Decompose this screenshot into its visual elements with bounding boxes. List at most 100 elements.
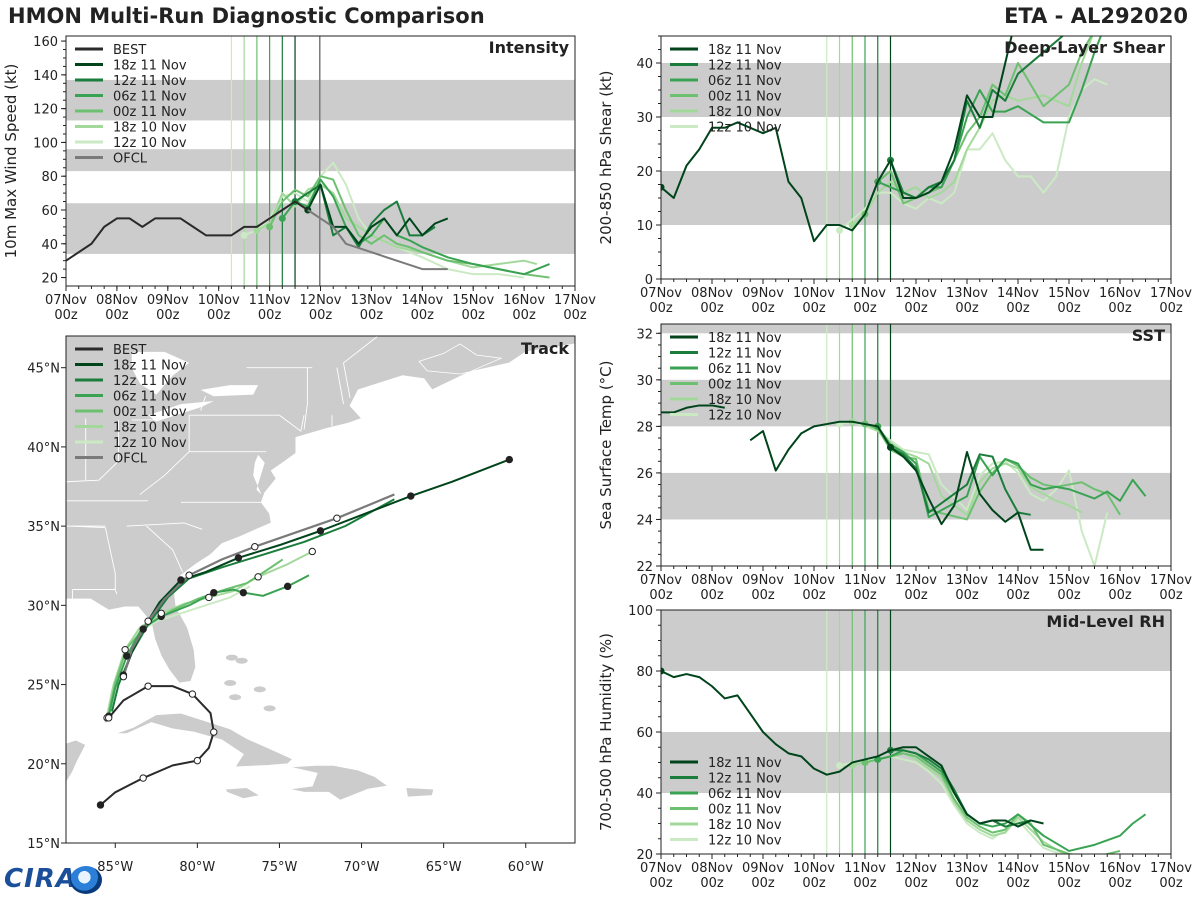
series-line-18z-10-Nov — [851, 36, 1094, 226]
legend-label: 12z 11 Nov — [113, 74, 187, 89]
x-tick-label: 14Nov — [997, 286, 1039, 301]
x-tick-label: 17Nov — [1150, 286, 1192, 301]
x-tick-sublabel: 00z — [1108, 588, 1132, 603]
y-tick-label: 160 — [33, 35, 58, 50]
land-north-america — [66, 336, 575, 684]
x-tick-sublabel: 00z — [853, 876, 877, 891]
x-tick-sublabel: 00z — [802, 301, 826, 316]
legend-label: 00z 11 Nov — [113, 105, 187, 120]
y-axis-label: Sea Surface Temp (°C) — [597, 360, 615, 529]
best-point — [210, 728, 218, 736]
x-tick-sublabel: 00z — [462, 308, 486, 323]
track-line-06z-11-Nov — [107, 574, 310, 717]
shaded-band — [661, 324, 1171, 334]
ofcl-point — [333, 514, 341, 522]
x-tick-sublabel: 00z — [309, 308, 333, 323]
x-tick-label: 15Nov — [1048, 286, 1090, 301]
panel-track: 15°N 20°N 25°N 30°N 35°N 40°N 45°N 85°W 80°W 75°W… — [27, 335, 576, 875]
cira-logo: CIRA — [4, 864, 77, 894]
panel-title: Track — [521, 339, 569, 358]
legend-label: 18z 10 Nov — [708, 818, 782, 833]
legend-label: 06z 11 Nov — [113, 90, 187, 105]
x-tick-label: 09Nov — [742, 573, 784, 588]
x-tick-sublabel: 00z — [700, 301, 724, 316]
panel-intensity: 2040608010012014016007Nov00z08Nov00z09No… — [2, 35, 596, 323]
land-bahamas — [225, 654, 238, 661]
y-axis-label: 10m Max Wind Speed (kt) — [2, 64, 20, 259]
x-tick-sublabel: 00z — [1159, 876, 1183, 891]
x-tick-label: 15Nov — [1048, 573, 1090, 588]
init-point — [836, 762, 843, 770]
shaded-band — [661, 63, 1171, 117]
x-tick-sublabel: 00z — [904, 876, 928, 891]
legend-label: 12z 11 Nov — [708, 59, 782, 74]
figure-title: HMON Multi-Run Diagnostic Comparison — [8, 4, 485, 28]
land-yucatan — [66, 739, 87, 784]
state-border — [139, 415, 190, 495]
state-border — [189, 414, 305, 432]
state-border — [146, 525, 183, 573]
y-tick-label: 80 — [636, 665, 653, 680]
x-tick-sublabel: 00z — [649, 588, 673, 603]
track-point — [234, 554, 243, 562]
x-tick-sublabel: 00z — [700, 588, 724, 603]
y-tick-label: 140 — [33, 69, 58, 84]
x-tick-sublabel: 00z — [649, 301, 673, 316]
x-tick-sublabel: 00z — [904, 588, 928, 603]
x-tick-sublabel: 00z — [955, 876, 979, 891]
state-border — [342, 336, 379, 398]
land-hispaniola — [289, 764, 389, 801]
track-point — [157, 609, 165, 617]
legend-label: 12z 10 Nov — [113, 136, 187, 151]
x-tick-label: 17Nov — [1150, 861, 1192, 876]
shaded-band — [661, 610, 1171, 671]
track-point — [239, 588, 248, 597]
x-tick-sublabel: 00z — [1159, 301, 1183, 316]
land-cuba — [115, 712, 294, 768]
best-point — [193, 756, 202, 765]
best-point — [139, 774, 147, 782]
shaded-band — [661, 472, 1171, 520]
x-tick-sublabel: 00z — [802, 588, 826, 603]
x-tick-sublabel: 00z — [1006, 301, 1030, 316]
x-tick-label: 13Nov — [946, 286, 988, 301]
y-tick-label: 32 — [636, 327, 653, 342]
x-tick-sublabel: 00z — [207, 308, 231, 323]
panel-sst: 22242628303207Nov00z08Nov00z09Nov00z10No… — [597, 323, 1192, 603]
legend-label: 12z 11 Nov — [113, 374, 187, 389]
x-tick-sublabel: 00z — [258, 308, 282, 323]
ofcl-point — [144, 617, 152, 625]
legend-label: 06z 11 Nov — [113, 390, 187, 405]
x-tick-label: 17Nov — [1150, 573, 1192, 588]
state-border — [303, 367, 308, 430]
y-tick-label: 60 — [636, 726, 653, 741]
track-point — [407, 492, 415, 500]
x-tick-label: 70°W — [344, 860, 380, 875]
x-tick-sublabel: 00z — [54, 308, 78, 323]
ofcl-track — [122, 493, 395, 677]
x-tick-sublabel: 00z — [955, 588, 979, 603]
cira-swirl-icon — [70, 866, 102, 894]
x-tick-label: 15Nov — [452, 293, 494, 308]
track-point — [177, 576, 185, 584]
panel-title: SST — [1132, 326, 1165, 345]
init-point — [240, 231, 248, 239]
y-tick-label: 30 — [636, 374, 653, 389]
y-tick-label: 40 — [636, 787, 653, 802]
best-point — [104, 714, 113, 722]
lake — [148, 400, 214, 422]
x-tick-sublabel: 00z — [802, 876, 826, 891]
series-line-00z-11-Nov — [864, 752, 1121, 854]
x-tick-label: 15Nov — [1048, 861, 1090, 876]
panel-title: Intensity — [489, 38, 570, 57]
x-tick-sublabel: 00z — [751, 876, 775, 891]
ofcl-point — [251, 543, 259, 551]
track-point — [254, 573, 262, 581]
legend-label: 06z 11 Nov — [708, 787, 782, 802]
y-tick-label: 30 — [636, 111, 653, 126]
init-point — [887, 443, 894, 451]
legend-label: 18z 11 Nov — [708, 331, 782, 346]
x-tick-label: 17Nov — [554, 293, 596, 308]
state-border — [336, 367, 344, 405]
land-jamaica — [224, 787, 261, 800]
